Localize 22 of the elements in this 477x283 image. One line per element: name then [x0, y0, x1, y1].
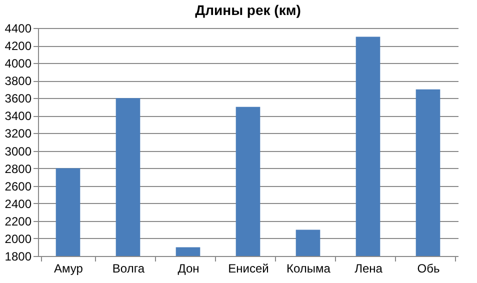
x-tick-label: Енисей: [228, 262, 269, 276]
y-tick-label: 1800: [4, 250, 32, 264]
x-tick-label: Волга: [112, 262, 145, 276]
y-tick-label: 2400: [4, 196, 32, 211]
chart-title: Длины рек (км): [195, 2, 301, 18]
y-tick-label: 3600: [4, 92, 32, 106]
y-tick-label: 3400: [4, 109, 32, 124]
y-tick-label: 2600: [4, 179, 32, 194]
x-tick-label: Обь: [417, 262, 440, 276]
x-tick-label: Лена: [354, 262, 383, 276]
y-tick-label: 3800: [4, 74, 32, 88]
x-tick-label: Амур: [54, 262, 84, 276]
x-tick-label: Колыма: [286, 262, 331, 276]
y-tick-label: 4400: [4, 22, 32, 36]
y-tick-label: 3000: [4, 144, 32, 158]
y-tick-label: 2000: [4, 232, 32, 246]
y-tick-label: 4000: [4, 56, 32, 71]
y-tick-label: 3200: [4, 126, 32, 141]
y-tick-label: 2200: [4, 214, 32, 228]
y-tick-label: 4200: [4, 39, 32, 54]
x-tick-label: Дон: [178, 262, 200, 276]
y-tick-label: 2800: [4, 162, 32, 176]
